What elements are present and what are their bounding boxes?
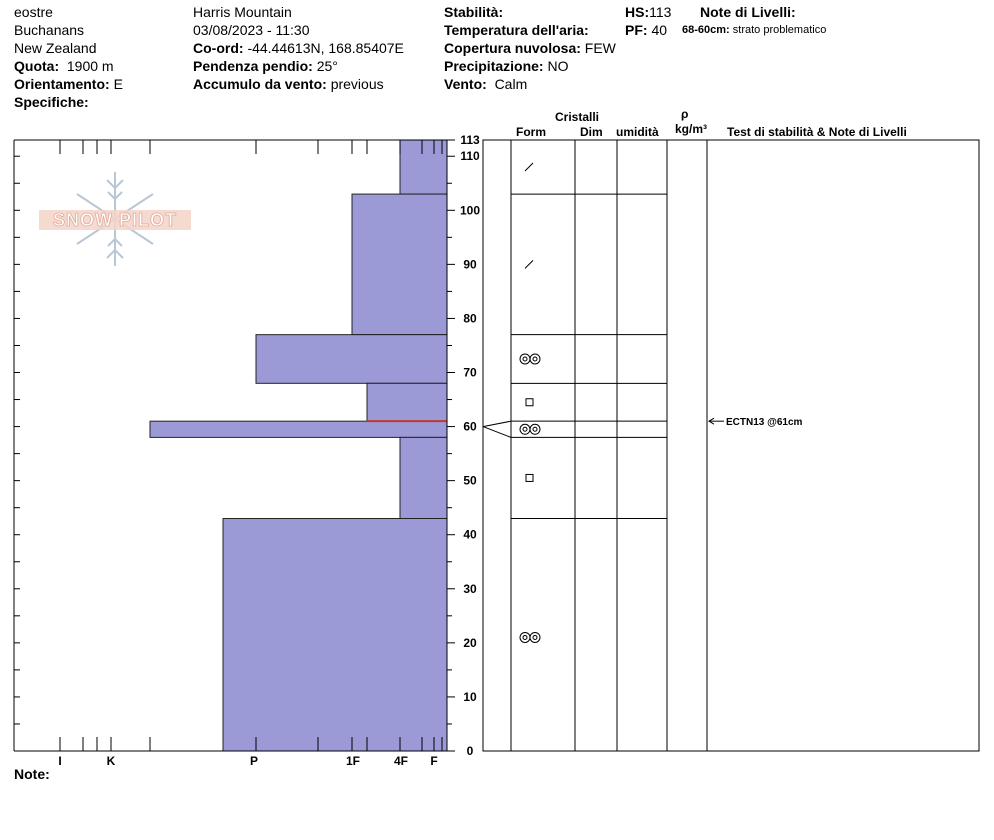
stability-row: Stabilità: bbox=[444, 4, 504, 20]
header-col3: Stabilità: Temperatura dell'aria: Copert… bbox=[444, 3, 616, 93]
form-heading: Form bbox=[516, 125, 546, 139]
melt-freeze-icon bbox=[532, 634, 538, 640]
hardness-tick-label: P bbox=[250, 754, 258, 768]
slope-row: Pendenza pendio: 25° bbox=[193, 58, 338, 74]
depth-tick-label: 100 bbox=[460, 203, 480, 217]
location-name: Harris Mountain bbox=[193, 4, 292, 20]
hs-row: HS:113 bbox=[625, 4, 672, 20]
test-arrow-head bbox=[708, 417, 715, 425]
melt-freeze-icon bbox=[522, 634, 528, 640]
melt-freeze-icon bbox=[519, 631, 531, 643]
layer-notes-range: 68-60cm: bbox=[682, 24, 730, 36]
hardness-bar bbox=[399, 139, 448, 195]
pf-value: 40 bbox=[651, 22, 668, 38]
datetime: 03/08/2023 - 11:30 bbox=[193, 22, 310, 38]
hs-value: 113 bbox=[649, 4, 672, 20]
hardness-bar bbox=[351, 193, 448, 336]
depth-tick-label: 30 bbox=[463, 582, 477, 596]
wind-value: Calm bbox=[494, 76, 528, 92]
layer-table-frame bbox=[482, 139, 980, 752]
depth-tick-label: 0 bbox=[467, 744, 474, 758]
country-name: New Zealand bbox=[14, 40, 97, 56]
tests-heading: Test di stabilità & Note di Livelli bbox=[727, 125, 907, 139]
slope-value: 25° bbox=[316, 58, 338, 74]
stability-test-label: ECTN13 @61cm bbox=[726, 417, 803, 428]
sky-row: Copertura nuvolosa: FEW bbox=[444, 40, 616, 56]
elevation-value: 1900 m bbox=[66, 58, 114, 74]
rho-heading: ρ bbox=[681, 107, 689, 121]
faceted-icon bbox=[525, 473, 534, 482]
melt-freeze-icon bbox=[529, 631, 541, 643]
wind-loading-row: Accumulo da vento: previous bbox=[193, 76, 384, 92]
depth-tick-label: 113 bbox=[460, 133, 480, 147]
pf-row: PF: 40 bbox=[625, 22, 668, 38]
melt-freeze-icon bbox=[532, 356, 538, 362]
hardness-bar bbox=[149, 420, 448, 438]
sky-value: FEW bbox=[584, 40, 616, 56]
logo-text: SNOW PILOT bbox=[53, 210, 177, 230]
snow-profile-chart: SNOW PILOT 0 10 20 30 40 50 60 70 80 90 100 110 113 I… bbox=[13, 133, 980, 768]
layer-connector bbox=[482, 426, 512, 438]
header-col2: Harris Mountain 03/08/2023 - 11:30 Co-or… bbox=[193, 3, 404, 93]
aspect-row: Orientamento: E bbox=[14, 76, 123, 92]
depth-tick-label: 40 bbox=[463, 528, 477, 542]
depth-tick-label: 20 bbox=[463, 636, 477, 650]
hardness-bar bbox=[222, 517, 448, 752]
depth-tick-label: 70 bbox=[463, 366, 477, 380]
melt-freeze-icon bbox=[522, 426, 528, 432]
region-name: Buchanans bbox=[14, 22, 85, 38]
layer-notes-label: Note di Livelli: bbox=[700, 4, 796, 20]
depth-tick-label: 90 bbox=[463, 257, 477, 271]
snowpilot-logo: SNOW PILOT bbox=[39, 172, 191, 266]
dim-heading: Dim bbox=[580, 125, 603, 139]
header-col4: HS:113 PF: 40 bbox=[625, 3, 671, 39]
decomposing-icon bbox=[524, 260, 534, 269]
depth-tick-label: 60 bbox=[463, 420, 477, 434]
air-temp-row: Temperatura dell'aria: bbox=[444, 22, 589, 38]
wind-loading-value: previous bbox=[330, 76, 384, 92]
depth-tick-label: 80 bbox=[463, 311, 477, 325]
wind-row: Vento: Calm bbox=[444, 76, 528, 92]
moisture-heading: umidità bbox=[616, 125, 659, 139]
hardness-tick-label: 1F bbox=[346, 754, 360, 768]
hardness-tick-label: 4F bbox=[394, 754, 408, 768]
faceted-icon bbox=[525, 398, 534, 407]
melt-freeze-icon bbox=[519, 353, 531, 365]
hardness-bar bbox=[255, 334, 448, 384]
coords-value: -44.44613N, 168.85407E bbox=[247, 40, 404, 56]
notes-label: Note: bbox=[14, 766, 50, 782]
layer-notes-text: strato problematico bbox=[732, 24, 827, 36]
melt-freeze-icon bbox=[522, 356, 528, 362]
melt-freeze-icon bbox=[529, 353, 541, 365]
hardness-tick-label: I bbox=[58, 754, 61, 768]
hardness-bar bbox=[399, 436, 448, 519]
layer-connector bbox=[482, 420, 512, 428]
depth-tick-label: 50 bbox=[463, 474, 477, 488]
decomposing-icon bbox=[524, 162, 534, 172]
hardness-bar bbox=[366, 382, 448, 422]
aspect-value: E bbox=[113, 76, 123, 92]
precip-row: Precipitazione: NO bbox=[444, 58, 569, 74]
crystals-heading: Cristalli bbox=[555, 110, 600, 124]
melt-freeze-icon bbox=[529, 423, 541, 435]
precip-value: NO bbox=[547, 58, 569, 74]
specifics-row: Specifiche: bbox=[14, 94, 89, 110]
observer-name: eostre bbox=[14, 4, 53, 20]
depth-tick-label: 110 bbox=[460, 149, 480, 163]
layer-notes: Note di Livelli: 68-60cm: strato problem… bbox=[682, 3, 827, 39]
melt-freeze-icon bbox=[519, 423, 531, 435]
hardness-tick-label: F bbox=[430, 754, 437, 768]
depth-tick-label: 10 bbox=[463, 690, 477, 704]
elevation-row: Quota: 1900 m bbox=[14, 58, 114, 74]
header-col1: eostre Buchanans New Zealand Quota: 1900… bbox=[14, 3, 123, 111]
hardness-tick-label: K bbox=[107, 754, 116, 768]
density-unit-heading: kg/m³ bbox=[675, 122, 708, 136]
coords-row: Co-ord: -44.44613N, 168.85407E bbox=[193, 40, 404, 56]
melt-freeze-icon bbox=[532, 426, 538, 432]
